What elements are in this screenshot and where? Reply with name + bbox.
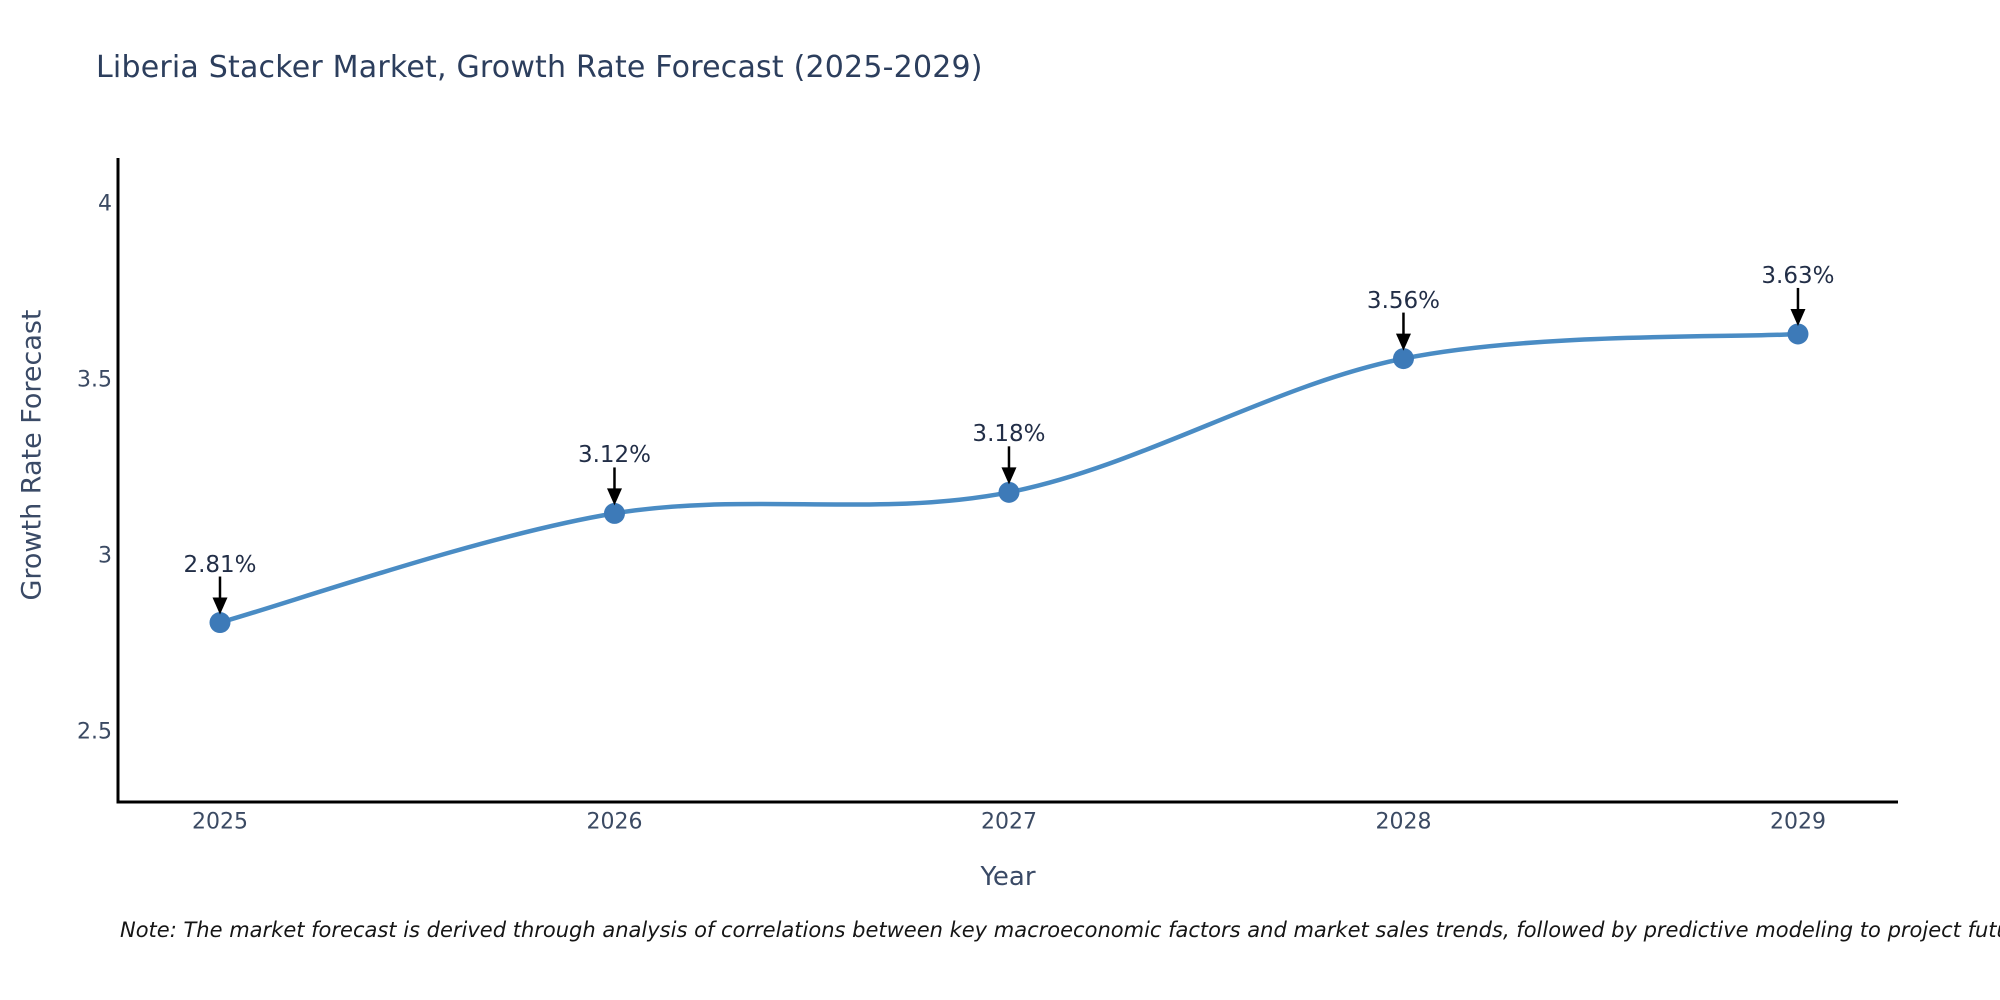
point-value-label: 3.63% (1761, 262, 1835, 289)
chart-title: Liberia Stacker Market, Growth Rate Fore… (96, 50, 983, 85)
y-axis-title: Growth Rate Forecast (16, 309, 48, 601)
data-point-marker (1392, 348, 1414, 370)
point-value-label: 3.12% (577, 442, 652, 469)
footnote: Note: The market forecast is derived thr… (120, 918, 2000, 942)
x-tick-label: 2028 (1375, 809, 1432, 835)
x-tick-label: 2026 (586, 809, 643, 835)
y-tick-label: 3 (98, 543, 112, 569)
x-axis-title: Year (980, 862, 1036, 892)
x-tick-label: 2025 (191, 809, 248, 835)
annotation-arrowhead-icon (1790, 308, 1806, 326)
x-tick-label: 2029 (1769, 809, 1826, 835)
data-point-marker (209, 612, 231, 634)
data-point-marker (1787, 323, 1809, 345)
y-tick-label: 4 (98, 191, 112, 217)
annotation-arrowhead-icon (1395, 333, 1411, 351)
point-value-label: 3.18% (972, 421, 1046, 448)
data-point-marker (603, 502, 625, 524)
y-tick-label: 3.5 (77, 367, 112, 393)
point-value-label: 3.56% (1366, 287, 1441, 314)
point-value-label: 2.81% (183, 551, 257, 578)
annotation-arrowhead-icon (1001, 467, 1017, 485)
annotation-arrowhead-icon (212, 597, 228, 615)
y-tick-label: 2.5 (77, 719, 112, 745)
x-tick-label: 2027 (980, 809, 1037, 835)
annotation-arrowhead-icon (606, 488, 622, 506)
data-point-marker (998, 481, 1020, 503)
